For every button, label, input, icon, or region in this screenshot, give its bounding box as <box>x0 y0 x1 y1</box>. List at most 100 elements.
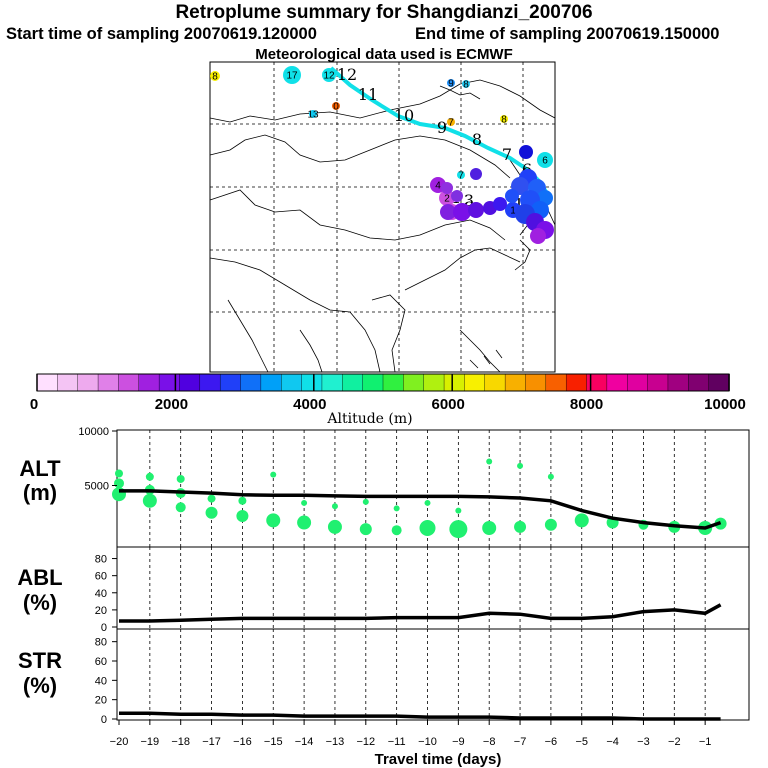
map-source-cluster <box>440 145 554 244</box>
colorbar-tick-label: 8000 <box>570 396 603 413</box>
x-tick-label: −2 <box>668 736 681 748</box>
trajectory-day-number: 12 <box>337 65 357 84</box>
colorbar-cell <box>138 373 160 392</box>
colorbar-cell <box>179 373 201 392</box>
cluster-marker <box>453 203 471 221</box>
colorbar: 0 2000 4000 6000 8000 10000 Altitude (m) <box>30 373 746 427</box>
str-title: STR <box>18 648 62 673</box>
str-frame <box>116 628 750 721</box>
trajectory-marker <box>332 102 340 110</box>
map-frame <box>209 61 556 373</box>
trajectory-marker <box>439 190 455 206</box>
str-yticks: 80 60 40 20 0 <box>95 637 117 726</box>
abl-ytick-label: 40 <box>95 588 107 600</box>
alt-point <box>205 506 218 519</box>
alt-point <box>482 521 497 536</box>
trajectory-marker-label: 8 <box>212 72 218 83</box>
map-markers: 817129813078674321 <box>210 66 553 220</box>
alt-point <box>238 496 247 505</box>
str-ytick-label: 80 <box>95 637 107 649</box>
trajectory-marker-label: 4 <box>435 181 441 192</box>
alt-panel: 10000 5000 ALT (m) <box>19 426 750 548</box>
end-time-label: End time of sampling 20070619.150000 <box>415 25 720 43</box>
colorbar-cell <box>240 373 262 392</box>
colorbar-cell <box>362 373 384 392</box>
alt-units: (m) <box>23 480 57 505</box>
x-tick-label: −10 <box>418 736 437 748</box>
colorbar-cell <box>423 373 445 392</box>
alt-point <box>362 498 369 505</box>
colorbar-cell <box>281 373 303 392</box>
trajectory-marker <box>500 115 508 123</box>
x-tick-label: −15 <box>264 736 283 748</box>
trajectory-marker <box>283 66 301 84</box>
chart-title: Retroplume summary for Shangdianzi_20070… <box>175 2 593 23</box>
x-tick-label: −14 <box>295 736 314 748</box>
trajectory-marker-label: 13 <box>307 110 319 121</box>
colorbar-cell <box>504 373 527 392</box>
colorbar-cell <box>199 373 221 392</box>
trajectory-marker <box>457 171 465 179</box>
x-tick-label: −8 <box>483 736 496 748</box>
colorbar-cell <box>464 373 486 392</box>
colorbar-cell <box>484 373 506 392</box>
alt-point <box>547 473 554 480</box>
trajectory-day-number: 10 <box>394 106 414 125</box>
colorbar-cell <box>688 373 710 392</box>
cluster-marker <box>519 145 533 159</box>
x-tick-label: −1 <box>699 736 712 748</box>
cluster-marker <box>440 204 456 220</box>
trajectory-marker-label: 2 <box>444 194 450 205</box>
colorbar-cell <box>586 373 608 392</box>
str-panel: 80 60 40 20 0 STR (%) <box>18 628 750 726</box>
colorbar-tick-label: 10000 <box>704 396 746 413</box>
alt-point <box>297 515 312 530</box>
x-tick-label: −6 <box>545 736 558 748</box>
trajectory-day-number: 7 <box>502 145 512 164</box>
alt-point <box>517 462 524 469</box>
colorbar-cells <box>36 373 730 392</box>
colorbar-tick-label: 0 <box>30 396 38 413</box>
trajectory-marker-label: 1 <box>510 206 516 217</box>
trajectory-marker <box>322 68 336 82</box>
alt-point <box>574 513 589 528</box>
alt-point <box>544 518 557 531</box>
str-ytick-label: 60 <box>95 656 107 668</box>
colorbar-cell <box>260 373 282 392</box>
abl-units: (%) <box>23 590 57 615</box>
trajectory-marker <box>462 80 470 88</box>
colorbar-cell <box>321 373 343 392</box>
x-tick-label: −12 <box>356 736 375 748</box>
alt-point <box>391 525 402 536</box>
colorbar-ticks: 0 2000 4000 6000 8000 10000 <box>30 374 746 413</box>
colorbar-cell <box>403 373 425 392</box>
cluster-marker <box>493 197 507 211</box>
x-tick-label: −20 <box>110 736 129 748</box>
colorbar-cell <box>382 373 405 392</box>
colorbar-cell <box>545 373 567 392</box>
alt-point <box>327 519 342 534</box>
map-graticule <box>210 62 555 372</box>
colorbar-cell <box>606 373 628 392</box>
colorbar-tick-label: 6000 <box>432 396 465 413</box>
alt-point <box>419 520 436 537</box>
colorbar-tick-label: 2000 <box>155 396 188 413</box>
colorbar-cell <box>97 373 120 392</box>
str-ytick-label: 0 <box>101 714 107 726</box>
x-tick-label: −4 <box>606 736 619 748</box>
alt-point <box>331 503 338 510</box>
alt-point <box>270 471 277 478</box>
trajectory-marker <box>537 152 553 168</box>
alt-title: ALT <box>19 456 61 481</box>
colorbar-cell <box>443 373 466 392</box>
alt-point <box>207 494 216 503</box>
abl-ytick-label: 20 <box>95 605 107 617</box>
cluster-marker <box>441 182 453 194</box>
trajectory-marker-label: 7 <box>448 118 454 129</box>
colorbar-cell <box>627 373 649 392</box>
trajectory-marker-label: 9 <box>448 79 454 90</box>
x-tick-label: −19 <box>141 736 160 748</box>
abl-series-line <box>119 603 722 623</box>
x-axis-ticks: −20 −19 −18 −17 −16 −15 −14 −13 −12 −11 −10 −9 −8 −7 −… <box>110 720 712 748</box>
